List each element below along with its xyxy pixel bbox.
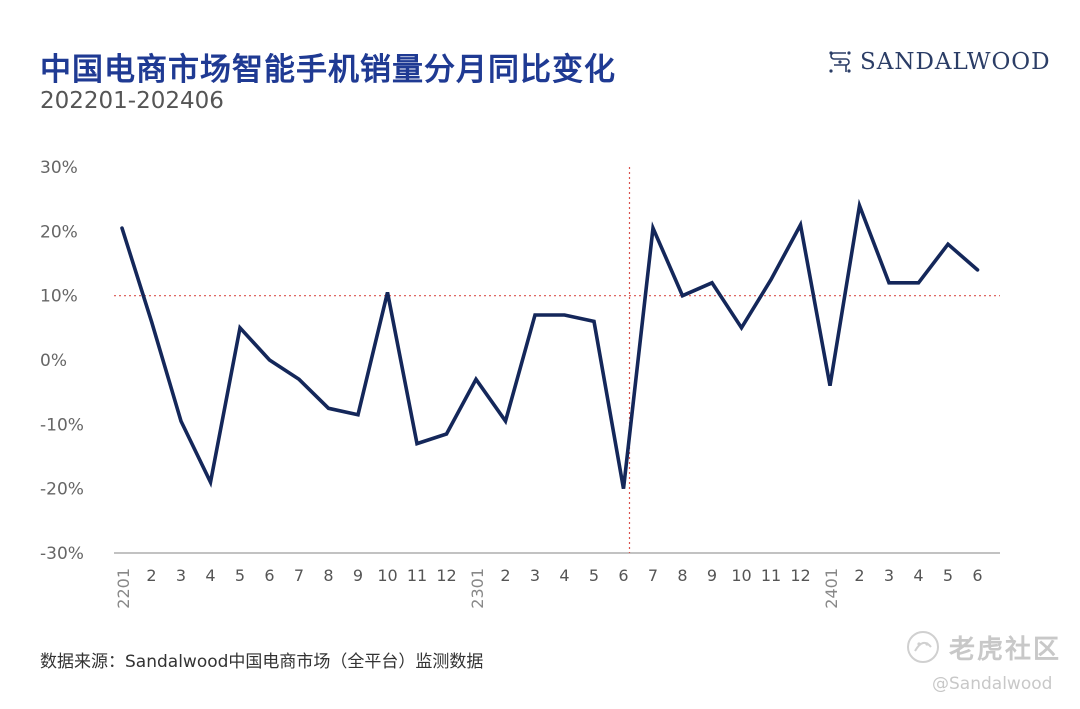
- x-tick-label: 7: [648, 566, 658, 585]
- y-tick-label: -10%: [40, 415, 84, 435]
- watermark-text: 老虎社区: [949, 634, 1062, 665]
- data-point: [592, 319, 596, 323]
- y-tick-label: 30%: [40, 158, 78, 178]
- x-tick-label: 7: [294, 566, 304, 585]
- brand-logo: SANDALWOOD: [826, 46, 1051, 78]
- y-tick-label: -30%: [40, 544, 84, 564]
- data-point: [533, 313, 537, 317]
- data-point: [563, 313, 567, 317]
- data-point: [976, 268, 980, 272]
- x-tick-label: 2: [146, 566, 156, 585]
- x-tick-label: 5: [235, 566, 245, 585]
- x-tick-label: 3: [176, 566, 186, 585]
- chart-subtitle: 202201-202406: [40, 88, 224, 114]
- x-tick-label: 6: [972, 566, 982, 585]
- series-line: [120, 198, 980, 490]
- data-point: [710, 281, 714, 285]
- data-point: [799, 223, 803, 227]
- data-point: [150, 319, 154, 323]
- x-tick-label: 2: [854, 566, 864, 585]
- data-point: [681, 294, 685, 298]
- x-tick-label: 3: [530, 566, 540, 585]
- data-point: [946, 242, 950, 246]
- x-tick-label: 6: [618, 566, 628, 585]
- x-tick-label: 11: [407, 566, 427, 585]
- x-tick-label: 10: [377, 566, 397, 585]
- data-source-note: 数据来源：Sandalwood中国电商市场（全平台）监测数据: [40, 652, 484, 672]
- x-tick-label: 3: [884, 566, 894, 585]
- watermark: 老虎社区: [905, 627, 1061, 667]
- data-point: [917, 281, 921, 285]
- x-tick-label: 8: [323, 566, 333, 585]
- data-point: [651, 226, 655, 230]
- x-tick-label: 2: [500, 566, 510, 585]
- y-tick-label: 20%: [40, 222, 78, 242]
- data-point: [356, 413, 360, 417]
- x-tick-label: 2401: [822, 568, 841, 609]
- x-tick-label: 12: [436, 566, 456, 585]
- data-point: [238, 326, 242, 330]
- x-tick-label: 4: [559, 566, 569, 585]
- x-tick-label: 10: [731, 566, 751, 585]
- y-tick-label: 0%: [40, 351, 67, 371]
- x-tick-label: 6: [264, 566, 274, 585]
- data-point: [887, 281, 891, 285]
- x-tick-label: 2301: [468, 568, 487, 609]
- data-point: [740, 326, 744, 330]
- data-point: [297, 377, 301, 381]
- data-point: [828, 384, 832, 388]
- data-point: [622, 487, 626, 491]
- y-tick-label: 10%: [40, 287, 78, 307]
- data-point: [386, 290, 390, 294]
- x-tick-label: 4: [205, 566, 215, 585]
- data-point: [120, 226, 124, 230]
- data-point: [474, 377, 478, 381]
- watermark-handle: @Sandalwood: [932, 674, 1053, 694]
- data-point: [858, 204, 862, 208]
- x-tick-label: 9: [707, 566, 717, 585]
- y-tick-label: -20%: [40, 480, 84, 500]
- x-tick-label: 12: [790, 566, 810, 585]
- x-tick-label: 2201: [114, 568, 133, 609]
- x-tick-label: 5: [589, 566, 599, 585]
- data-point: [415, 442, 419, 446]
- sandalwood-logo-icon: [829, 51, 851, 73]
- tiger-community-logo-icon: [907, 631, 939, 663]
- x-tick-label: 5: [943, 566, 953, 585]
- brand-name: SANDALWOOD: [860, 49, 1051, 75]
- data-point: [268, 358, 272, 362]
- x-tick-label: 8: [677, 566, 687, 585]
- data-point: [504, 419, 508, 423]
- data-point: [445, 432, 449, 436]
- data-point: [327, 406, 331, 410]
- x-tick-label: 11: [761, 566, 781, 585]
- data-point: [769, 278, 773, 282]
- x-tick-label: 9: [353, 566, 363, 585]
- x-tick-label: 4: [913, 566, 923, 585]
- data-point: [209, 480, 213, 484]
- chart-title: 中国电商市场智能手机销量分月同比变化: [40, 52, 616, 88]
- data-point: [179, 419, 183, 423]
